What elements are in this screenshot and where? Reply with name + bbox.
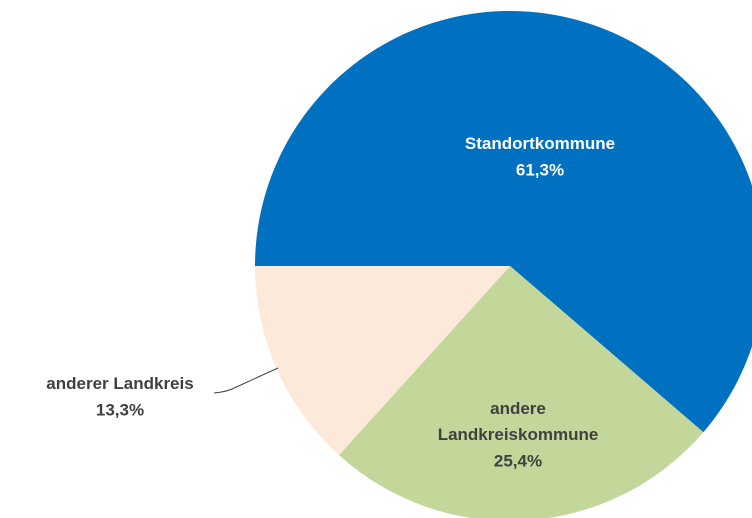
slice-label: Standortkommune [465,134,615,153]
slice-value: 61,3% [516,160,564,179]
pie-slice [338,266,704,518]
leader-line [213,367,279,394]
slice-label: andere Landkreiskommune [438,399,599,444]
slice-label-line: anderer Landkreis [46,374,193,393]
slice-value: 13,3% [96,400,144,419]
pie-slice [255,266,510,456]
slice-label: anderer Landkreis [46,374,193,393]
slice-label-line: Standortkommune [465,134,615,153]
slice-label-line: andere [490,399,546,418]
slice-label-line: Landkreiskommune [438,425,599,444]
pie-slice [255,11,752,433]
slice-value: 25,4% [494,451,542,470]
